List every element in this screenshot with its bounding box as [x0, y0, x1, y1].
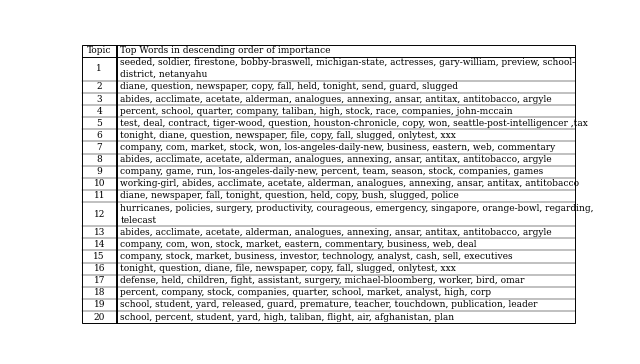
Text: Top Words in descending order of importance: Top Words in descending order of importa…: [120, 46, 331, 55]
Text: 17: 17: [93, 276, 105, 285]
Text: defense, held, children, fight, assistant, surgery, michael-bloomberg, worker, b: defense, held, children, fight, assistan…: [120, 276, 525, 285]
Text: percent, company, stock, companies, quarter, school, market, analyst, high, corp: percent, company, stock, companies, quar…: [120, 288, 492, 297]
Text: 9: 9: [97, 167, 102, 176]
Text: company, com, won, stock, market, eastern, commentary, business, web, deal: company, com, won, stock, market, easter…: [120, 240, 477, 249]
Text: Topic: Topic: [87, 46, 111, 55]
Text: 7: 7: [97, 143, 102, 152]
Text: school, student, yard, released, guard, premature, teacher, touchdown, publicati: school, student, yard, released, guard, …: [120, 300, 538, 309]
Text: 16: 16: [93, 264, 105, 273]
Text: 11: 11: [93, 191, 105, 201]
Text: 19: 19: [93, 300, 105, 309]
Text: tonight, question, diane, file, newspaper, copy, fall, slugged, onlytest, xxx: tonight, question, diane, file, newspape…: [120, 264, 456, 273]
Text: diane, question, newspaper, copy, fall, held, tonight, send, guard, slugged: diane, question, newspaper, copy, fall, …: [120, 82, 458, 91]
Text: abides, acclimate, acetate, alderman, analogues, annexing, ansar, antitax, antit: abides, acclimate, acetate, alderman, an…: [120, 95, 552, 103]
Text: 14: 14: [93, 240, 105, 249]
Text: test, deal, contract, tiger-wood, question, houston-chronicle, copy, won, seattl: test, deal, contract, tiger-wood, questi…: [120, 119, 588, 128]
Text: 1: 1: [97, 64, 102, 73]
Text: 18: 18: [93, 288, 105, 297]
Text: company, com, market, stock, won, los-angeles-daily-new, business, eastern, web,: company, com, market, stock, won, los-an…: [120, 143, 556, 152]
Text: working-girl, abides, acclimate, acetate, alderman, analogues, annexing, ansar, : working-girl, abides, acclimate, acetate…: [120, 179, 580, 188]
Text: seeded, soldier, firestone, bobby-braswell, michigan-state, actresses, gary-will: seeded, soldier, firestone, bobby-braswe…: [120, 58, 575, 67]
Text: percent, school, quarter, company, taliban, high, stock, race, companies, john-m: percent, school, quarter, company, talib…: [120, 107, 513, 116]
Text: 2: 2: [97, 82, 102, 91]
Text: tonight, diane, question, newspaper, file, copy, fall, slugged, onlytest, xxx: tonight, diane, question, newspaper, fil…: [120, 131, 456, 140]
Text: 15: 15: [93, 252, 105, 261]
Text: 20: 20: [93, 313, 105, 321]
Text: abides, acclimate, acetate, alderman, analogues, annexing, ansar, antitax, antit: abides, acclimate, acetate, alderman, an…: [120, 155, 552, 164]
Text: 10: 10: [93, 179, 105, 188]
Text: 3: 3: [97, 95, 102, 103]
Text: 13: 13: [93, 228, 105, 237]
Text: telecast: telecast: [120, 215, 157, 225]
Text: school, percent, student, yard, high, taliban, flight, air, afghanistan, plan: school, percent, student, yard, high, ta…: [120, 313, 454, 321]
Text: 6: 6: [97, 131, 102, 140]
Text: 5: 5: [96, 119, 102, 128]
Text: 8: 8: [97, 155, 102, 164]
Text: 12: 12: [93, 210, 105, 219]
Text: diane, newspaper, fall, tonight, question, held, copy, bush, slugged, police: diane, newspaper, fall, tonight, questio…: [120, 191, 459, 201]
Text: hurricanes, policies, surgery, productivity, courageous, emergency, singapore, o: hurricanes, policies, surgery, productiv…: [120, 203, 594, 213]
Text: company, stock, market, business, investor, technology, analyst, cash, sell, exe: company, stock, market, business, invest…: [120, 252, 513, 261]
Text: company, game, run, los-angeles-daily-new, percent, team, season, stock, compani: company, game, run, los-angeles-daily-ne…: [120, 167, 544, 176]
Text: 4: 4: [97, 107, 102, 116]
Text: abides, acclimate, acetate, alderman, analogues, annexing, ansar, antitax, antit: abides, acclimate, acetate, alderman, an…: [120, 228, 552, 237]
Text: district, netanyahu: district, netanyahu: [120, 70, 208, 79]
